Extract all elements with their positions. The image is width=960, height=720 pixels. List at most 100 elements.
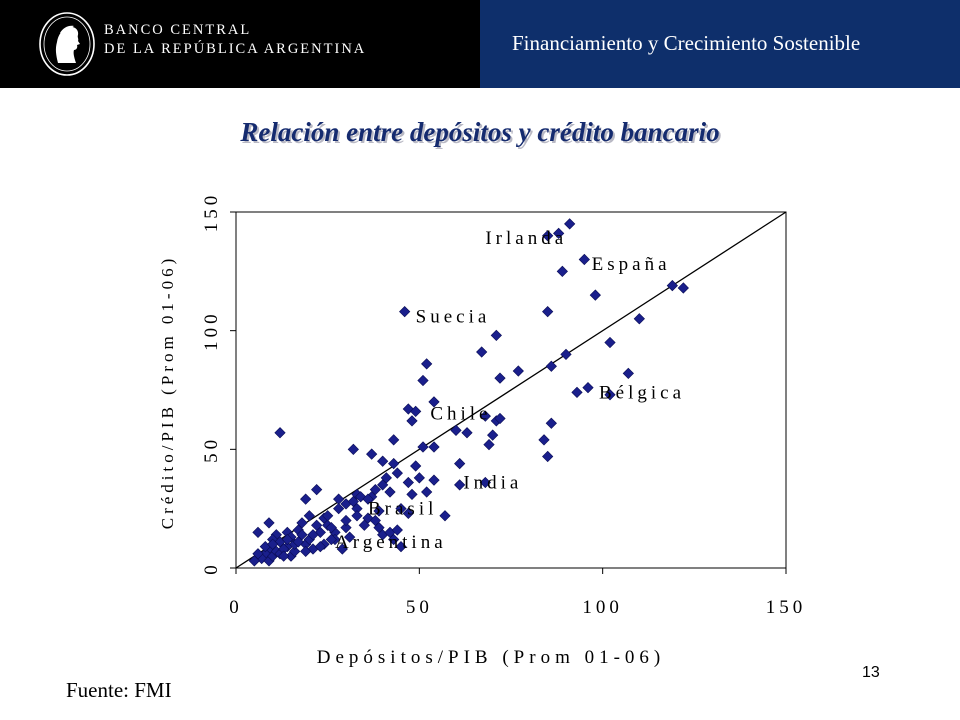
- x-axis-title: Depósitos/PIB (Prom 01-06): [317, 647, 666, 668]
- data-point: [399, 306, 411, 318]
- data-point: [289, 545, 301, 558]
- plot-frame: [235, 211, 787, 569]
- data-point: [300, 545, 312, 558]
- data-point: [358, 519, 370, 531]
- data-point: [292, 536, 304, 548]
- data-point: [604, 336, 616, 349]
- data-point: [263, 517, 275, 529]
- data-point: [391, 467, 403, 479]
- presentation-title: Financiamiento y Crecimiento Sostenible: [512, 31, 861, 55]
- data-point: [512, 365, 524, 377]
- data-point: [274, 427, 286, 439]
- data-point: [421, 358, 433, 370]
- data-point: [336, 543, 348, 555]
- data-point: [322, 510, 334, 522]
- data-point: [476, 346, 488, 358]
- data-point: [347, 443, 359, 455]
- data-point: [428, 474, 440, 486]
- data-point: [395, 541, 407, 553]
- header-left-band: BANCO CENTRAL DE LA REPÚBLICA ARGENTINA: [0, 0, 480, 88]
- y-tick-label: 150: [201, 192, 222, 233]
- data-point: [410, 405, 422, 417]
- page-number: 13: [862, 664, 880, 681]
- data-point: [487, 429, 499, 441]
- data-point: [428, 441, 440, 453]
- data-point: [490, 329, 502, 342]
- y-tick-label: 100: [201, 310, 222, 351]
- bank-name-line2: DE LA REPÚBLICA ARGENTINA: [104, 41, 367, 57]
- source-note: Fuente: FMI: [66, 678, 172, 702]
- data-point: [571, 386, 583, 398]
- data-point: [311, 519, 323, 531]
- annotation-label: Bélgica: [599, 382, 685, 403]
- data-point: [560, 348, 572, 361]
- data-point: [556, 265, 568, 277]
- data-point: [384, 486, 396, 498]
- slide-title: Relación entre depósitos y crédito banca…: [240, 117, 720, 147]
- data-point: [417, 441, 429, 453]
- data-point: [604, 389, 616, 401]
- data-point: [369, 484, 381, 496]
- data-point: [439, 510, 451, 522]
- data-point: [351, 510, 363, 522]
- data-point: [314, 541, 326, 553]
- data-point: [450, 424, 462, 436]
- data-point: [553, 227, 565, 239]
- data-point: [377, 479, 389, 491]
- data-point: [545, 360, 557, 372]
- y-axis-title: Crédito/PIB (Prom 01-06): [158, 255, 177, 530]
- annotation-label: India: [463, 473, 522, 494]
- annotation-label: Brasil: [368, 499, 437, 520]
- x-tick-label: 100: [582, 597, 623, 618]
- data-point: [582, 382, 594, 394]
- data-point: [344, 531, 356, 543]
- annotation-label: Irlanda: [485, 228, 567, 249]
- data-point: [564, 218, 576, 230]
- data-point: [428, 396, 440, 408]
- data-point: [395, 503, 407, 515]
- y-tick-label: 0: [201, 561, 222, 575]
- data-point: [417, 374, 429, 387]
- data-point: [303, 510, 315, 522]
- x-tick-label: 50: [406, 597, 433, 618]
- data-point: [362, 493, 374, 505]
- data-point: [666, 279, 678, 292]
- data-point: [542, 306, 554, 318]
- data-point: [340, 522, 352, 534]
- data-point: [402, 476, 414, 489]
- x-tick-label: 0: [229, 597, 243, 618]
- data-point: [267, 538, 279, 550]
- annotation-label: Suecia: [416, 306, 491, 327]
- data-point: [538, 434, 550, 446]
- data-point: [388, 457, 400, 470]
- data-point: [413, 472, 425, 484]
- data-point: [252, 548, 264, 560]
- data-point: [622, 367, 634, 380]
- data-point: [252, 526, 264, 539]
- data-point: [479, 410, 491, 422]
- data-point: [494, 372, 506, 384]
- annotation-label: Argentina: [335, 532, 447, 553]
- data-point: [677, 282, 689, 294]
- data-point: [307, 529, 319, 541]
- data-point: [325, 533, 337, 546]
- x-tick-label: 150: [766, 597, 807, 618]
- data-point: [373, 505, 385, 517]
- data-point: [454, 479, 466, 491]
- y-tick-label: 50: [201, 436, 222, 463]
- data-point: [325, 522, 337, 534]
- data-point: [406, 488, 418, 501]
- data-point: [300, 493, 312, 505]
- bank-name-line1: BANCO CENTRAL: [104, 22, 252, 38]
- data-point: [406, 415, 418, 427]
- data-point: [366, 448, 378, 460]
- effigy-profile-icon: [39, 12, 95, 76]
- data-point: [377, 455, 389, 467]
- data-point: [589, 289, 601, 301]
- data-point: [483, 438, 495, 451]
- data-point: [333, 503, 345, 515]
- data-point: [278, 550, 290, 562]
- data-point: [494, 412, 506, 425]
- data-point: [633, 313, 645, 325]
